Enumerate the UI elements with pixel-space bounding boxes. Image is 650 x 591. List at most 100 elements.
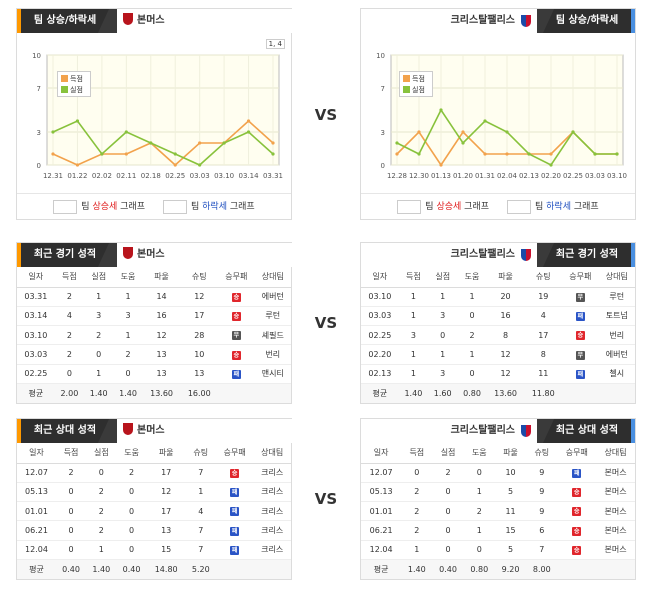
cell-foul: 11 xyxy=(494,501,527,522)
average-value: 9.20 xyxy=(494,559,527,579)
team-name-text: 본머스 xyxy=(137,249,165,260)
cell-opponent: 토트넘 xyxy=(598,306,635,327)
result-badge-icon: 승 xyxy=(230,468,240,478)
team-name: 본머스 xyxy=(117,9,293,33)
cell-gf: 0 xyxy=(55,501,87,522)
column-header: 슈팅 xyxy=(180,267,219,288)
column-header: 승무패 xyxy=(215,443,254,464)
table-row: 12.07 2 0 2 17 7 승 크리스 xyxy=(17,463,291,483)
cell-foul: 12 xyxy=(146,482,186,503)
cell-result: 승 xyxy=(218,306,255,327)
cell-ast: 0 xyxy=(463,463,495,483)
table-row: 03.10 2 2 1 12 28 무 셰필드 xyxy=(17,325,291,346)
trend-tag: 팀 상승/하락세 xyxy=(17,9,109,33)
table-header-row: 일자 득점 실점 도움 파울 슈팅 승무패 상대팀 xyxy=(361,267,635,288)
empty-cell xyxy=(215,559,254,579)
column-header: 승무패 xyxy=(562,267,599,288)
cell-foul: 17 xyxy=(146,463,186,483)
x-tick-label: 03.10 xyxy=(214,172,234,180)
result-badge-icon: 패 xyxy=(230,487,240,497)
x-tick-label: 02.02 xyxy=(92,172,112,180)
down-graph-icon xyxy=(507,199,531,214)
cell-shot: 11 xyxy=(524,364,563,384)
column-header: 슈팅 xyxy=(524,267,563,288)
cell-ast: 0 xyxy=(457,306,487,327)
cell-result: 패 xyxy=(215,482,254,503)
cell-foul: 5 xyxy=(494,482,527,503)
data-point xyxy=(439,163,443,167)
right-trend-chart: 0 3 7 10 12.28 12.30 01.13 01.20 01.31 02.04 02.13… xyxy=(361,33,635,193)
data-point xyxy=(51,130,55,134)
data-point xyxy=(124,130,128,134)
bournemouth-crest-icon xyxy=(123,247,133,259)
average-row: 평균 2.00 1.40 1.40 13.60 16.00 xyxy=(17,383,291,403)
cell-opponent: 크리스 xyxy=(253,520,291,541)
cell-opponent: 크리스 xyxy=(253,540,291,560)
column-header: 상대팀 xyxy=(596,443,635,464)
average-value: 0.80 xyxy=(463,559,495,579)
cell-ga: 2 xyxy=(84,325,114,346)
cell-ga: 1 xyxy=(86,540,117,560)
cell-result: 무 xyxy=(562,287,599,307)
cell-foul: 15 xyxy=(494,520,527,541)
table-row: 01.01 2 0 2 11 9 승 본머스 xyxy=(361,501,635,522)
legend-scored: 득점 xyxy=(61,74,87,85)
cell-shot: 7 xyxy=(526,540,558,560)
right-trend-header: 크리스탈팰리스 팀 상승/하락세 xyxy=(361,9,635,33)
x-tick-label: 03.03 xyxy=(585,172,605,180)
y-tick-label: 10 xyxy=(32,52,41,60)
cell-shot: 13 xyxy=(180,364,219,384)
empty-cell xyxy=(218,383,255,403)
table-header-row: 일자 득점 실점 도움 파울 슈팅 승무패 상대팀 xyxy=(361,443,635,464)
right-h2h-header: 크리스탈팰리스 최근 상대 성적 xyxy=(361,419,635,443)
cell-ast: 3 xyxy=(113,306,143,327)
data-point xyxy=(549,152,553,156)
y-tick-label: 7 xyxy=(381,85,385,93)
cell-ast: 1 xyxy=(457,287,487,307)
cell-opponent: 에버턴 xyxy=(598,344,635,365)
cell-ga: 1 xyxy=(84,287,114,307)
column-header: 실점 xyxy=(432,443,464,464)
data-point xyxy=(483,119,487,123)
result-badge-icon: 패 xyxy=(231,369,241,379)
cell-date: 02.25 xyxy=(361,325,399,346)
team-name: 크리스탈팰리스 xyxy=(361,9,537,33)
data-point xyxy=(246,119,251,123)
data-point xyxy=(395,141,399,145)
team-name-text: 본머스 xyxy=(137,425,165,436)
cell-ast: 1 xyxy=(463,482,495,503)
result-badge-icon: 승 xyxy=(572,545,582,555)
cell-opponent: 본머스 xyxy=(596,520,635,541)
down-graph-legend: 팀 하락세 그래프 xyxy=(163,199,255,214)
empty-cell xyxy=(596,559,635,579)
result-badge-icon: 패 xyxy=(230,507,240,517)
palace-crest-icon xyxy=(521,15,531,27)
y-tick-label: 7 xyxy=(37,85,41,93)
data-point xyxy=(593,152,597,156)
cell-date: 02.25 xyxy=(17,364,55,384)
data-point xyxy=(395,152,399,156)
right-h2h-panel: 크리스탈팰리스 최근 상대 성적 일자 득점 실점 도움 파울 슈팅 승무패 상대팀 12.0… xyxy=(360,418,636,580)
team-name: 크리스탈팰리스 xyxy=(361,243,537,267)
average-value: 5.20 xyxy=(185,559,216,579)
x-tick-label: 03.10 xyxy=(607,172,627,180)
left-line-chart: 0 3 7 10 12.31 01.22 02.02 02.11 02.18 02.25 03.03… xyxy=(32,52,283,180)
column-header: 실점 xyxy=(428,267,458,288)
cell-foul: 13 xyxy=(142,344,181,365)
average-value: 16.00 xyxy=(180,383,219,403)
cell-opponent: 맨시티 xyxy=(254,364,291,384)
average-label: 평균 xyxy=(17,383,55,403)
cell-gf: 3 xyxy=(398,325,429,346)
empty-cell xyxy=(562,383,599,403)
x-tick-label: 02.25 xyxy=(563,172,583,180)
table-row: 12.04 0 1 0 15 7 패 크리스 xyxy=(17,540,291,560)
cell-shot: 4 xyxy=(524,306,563,327)
cell-date: 03.14 xyxy=(17,306,55,327)
scored-series-line xyxy=(52,119,274,167)
result-badge-icon: 무 xyxy=(575,292,585,302)
cell-shot: 7 xyxy=(185,520,216,541)
column-header: 득점 xyxy=(401,443,433,464)
data-point xyxy=(51,152,55,156)
table-row: 03.03 1 3 0 16 4 패 토트넘 xyxy=(361,306,635,327)
table-row: 06.21 0 2 0 13 7 패 크리스 xyxy=(17,520,291,541)
